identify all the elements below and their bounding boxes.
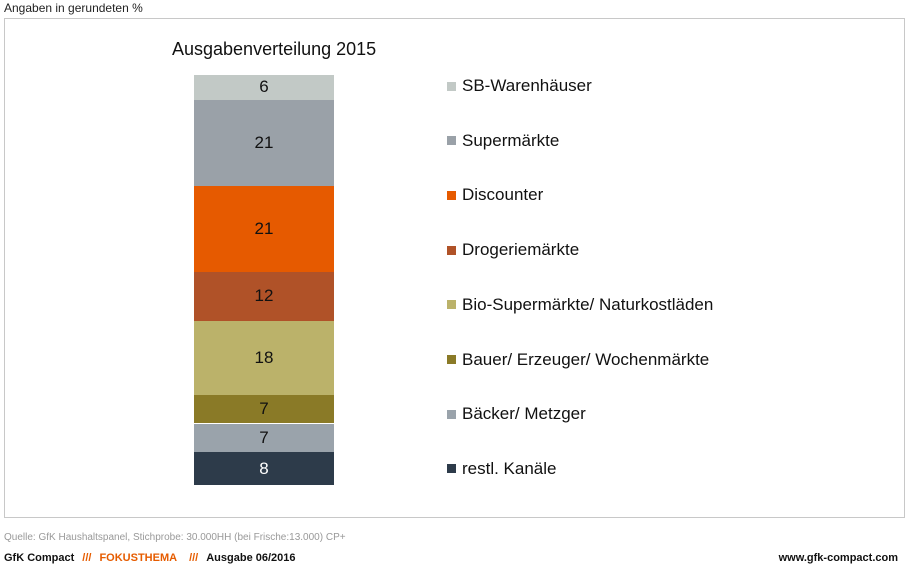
- legend-swatch: [447, 355, 456, 364]
- legend-item: SB-Warenhäuser: [447, 76, 592, 96]
- data-label: 12: [254, 286, 274, 306]
- chart-frame: [4, 18, 905, 518]
- bar-segment: 21: [194, 99, 334, 186]
- legend-label: Drogeriemärkte: [462, 240, 580, 260]
- data-label: 7: [259, 427, 269, 447]
- legend-swatch: [447, 300, 456, 310]
- stacked-bar: 6 21 21 12 18 7 7 8: [194, 75, 334, 485]
- legend-label: SB-Warenhäuser: [462, 76, 592, 95]
- legend-swatch: [447, 245, 456, 255]
- data-label: 8: [259, 458, 269, 478]
- legend-item: Discounter: [447, 185, 543, 205]
- legend-label: restl. Kanäle: [462, 458, 557, 478]
- legend-item: Bio-Supermärkte/ Naturkostläden: [447, 295, 713, 315]
- legend-item: Drogeriemärkte: [447, 240, 579, 260]
- data-label: 6: [259, 77, 269, 97]
- legend-swatch: [447, 464, 456, 474]
- website-url[interactable]: www.gfk-compact.com: [778, 552, 898, 564]
- chart-title: Ausgabenverteilung 2015: [172, 39, 377, 59]
- bar-segment: 21: [194, 185, 334, 272]
- legend-swatch: [447, 409, 456, 419]
- legend-label: Bio-Supermärkte/ Naturkostläden: [462, 294, 714, 314]
- legend-label: Bauer/ Erzeuger/ Wochenmärkte: [462, 349, 710, 369]
- data-label: 7: [259, 399, 269, 419]
- legend-label: Supermärkte: [462, 130, 560, 150]
- topic: FOKUSTHEMA: [99, 552, 178, 564]
- bar-segment: 18: [194, 321, 334, 395]
- legend-item: restl. Kanäle: [447, 459, 557, 479]
- separator: ///: [82, 552, 92, 564]
- legend-item: Bäcker/ Metzger: [447, 404, 586, 424]
- legend-swatch: [447, 81, 456, 91]
- legend-swatch: [447, 190, 456, 200]
- source-note: Quelle: GfK Haushaltspanel, Stichprobe: …: [4, 532, 346, 543]
- bar-segment: 7: [194, 394, 334, 424]
- legend-swatch: [447, 136, 456, 146]
- bar-segment: 7: [194, 423, 334, 453]
- bar-segment: 6: [194, 75, 334, 100]
- legend-item: Bauer/ Erzeuger/ Wochenmärkte: [447, 350, 709, 370]
- legend-label: Bäcker/ Metzger: [462, 404, 586, 424]
- bar-segment: 8: [194, 452, 334, 485]
- footer-left: GfK Compact /// FOKUSTHEMA /// Ausgabe 06/20…: [4, 552, 296, 564]
- separator: ///: [189, 552, 199, 564]
- legend-label: Discounter: [462, 185, 544, 205]
- issue: Ausgabe 06/2016: [206, 552, 296, 564]
- brand: GfK Compact: [4, 552, 75, 564]
- legend-item: Supermärkte: [447, 131, 559, 151]
- unit-note: Angaben in gerundeten %: [4, 1, 143, 15]
- bar-segment: 12: [194, 271, 334, 321]
- data-label: 18: [254, 347, 274, 367]
- data-label: 21: [254, 132, 274, 152]
- data-label: 21: [254, 218, 274, 238]
